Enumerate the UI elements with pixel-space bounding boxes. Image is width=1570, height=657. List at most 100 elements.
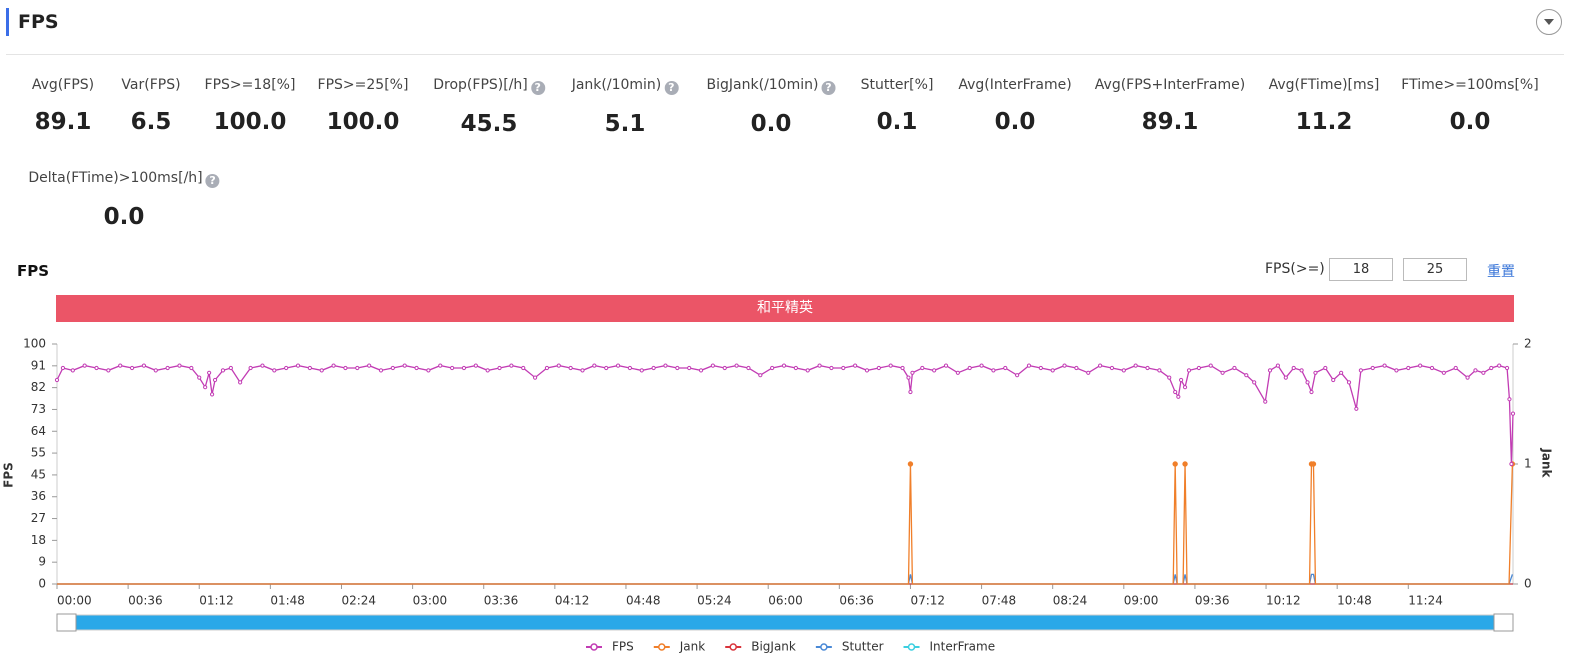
point <box>1465 375 1470 380</box>
chart-title: FPS <box>17 262 50 280</box>
x-tick-label: 06:36 <box>839 594 874 608</box>
point <box>106 368 111 373</box>
point <box>343 365 348 371</box>
point <box>639 368 644 373</box>
point <box>141 363 147 368</box>
reset-link[interactable]: 重置 <box>1487 264 1515 280</box>
series-line <box>56 364 1514 465</box>
point <box>900 365 905 371</box>
y2-tick-label: 0 <box>1524 577 1532 591</box>
point <box>876 365 881 371</box>
threshold-input[interactable]: 18 <box>1329 258 1393 281</box>
point <box>153 368 158 373</box>
point <box>627 365 633 371</box>
metric-label-text: Avg(FPS+InterFrame) <box>1094 77 1246 93</box>
point <box>473 363 478 368</box>
point <box>651 365 656 371</box>
series-line <box>57 573 1514 585</box>
y2-tick-label: 2 <box>1524 337 1532 351</box>
point <box>979 363 984 368</box>
point <box>1109 365 1115 371</box>
point <box>722 365 727 371</box>
y2-axis-label: Jank <box>1540 447 1554 478</box>
x-tick-label: 04:48 <box>626 594 661 608</box>
point <box>1313 370 1318 375</box>
x-tick-label: 08:24 <box>1053 594 1088 608</box>
point <box>60 365 66 371</box>
point <box>248 365 253 371</box>
metric-value: 0.1 <box>876 109 918 135</box>
point <box>1331 377 1336 383</box>
help-icon[interactable]: ? <box>664 81 679 95</box>
metric-label-text: FPS>=25[%] <box>317 77 409 93</box>
y-tick-label: 18 <box>31 533 46 547</box>
metric-label-text: Jank(/10min) <box>571 77 662 93</box>
metric-value: 11.2 <box>1295 109 1353 135</box>
x-tick-label: 09:00 <box>1124 594 1159 608</box>
point <box>203 385 208 390</box>
metric: Avg(FTime)[ms] 11.2 <box>1269 77 1380 135</box>
x-tick-label: 02:24 <box>341 594 376 608</box>
legend-label: BigJank <box>751 640 796 654</box>
point <box>615 363 621 368</box>
metric-label-text: FTime>=100ms[%] <box>1401 77 1539 93</box>
point <box>829 365 834 371</box>
metric-value: 100.0 <box>213 109 287 135</box>
metric: Var(FPS) 6.5 <box>121 77 180 135</box>
point <box>1050 368 1055 373</box>
point <box>568 365 573 371</box>
x-tick-label: 03:00 <box>413 594 448 608</box>
metric-label: Avg(FPS) <box>32 77 94 93</box>
point <box>1309 389 1314 395</box>
zoom-handle[interactable] <box>56 613 77 632</box>
point <box>165 365 170 371</box>
point <box>378 368 384 373</box>
point <box>118 363 123 368</box>
x-tick-label: 07:48 <box>982 594 1017 608</box>
point <box>54 377 60 383</box>
point <box>734 363 739 368</box>
point <box>1173 389 1178 395</box>
point <box>1354 406 1359 411</box>
point <box>532 375 538 380</box>
point <box>1244 373 1249 378</box>
metric: FTime>=100ms[%] 0.0 <box>1401 77 1538 135</box>
x-tick-label: 10:12 <box>1266 594 1301 608</box>
scene-band: 和平精英 <box>56 295 1514 322</box>
metric-value: 0.0 <box>1449 109 1491 135</box>
x-tick-label: 00:00 <box>57 594 92 608</box>
point <box>307 365 312 371</box>
zoom-slider[interactable] <box>66 615 1503 630</box>
point <box>907 461 914 467</box>
help-icon[interactable]: ? <box>530 81 545 95</box>
metric-label: FTime>=100ms[%] <box>1401 77 1538 93</box>
point <box>710 363 715 368</box>
point <box>367 363 372 368</box>
metric-value: 89.1 <box>1141 109 1199 135</box>
point <box>1220 370 1225 375</box>
zoom-handle[interactable] <box>1493 613 1514 632</box>
metric-value: 0.0 <box>994 109 1036 135</box>
x-tick-label: 01:12 <box>199 594 234 608</box>
point <box>1453 365 1458 371</box>
point <box>497 365 502 371</box>
metric-label-text: Var(FPS) <box>121 77 181 93</box>
x-tick-label: 04:12 <box>555 594 590 608</box>
threshold-input[interactable]: 25 <box>1403 258 1467 281</box>
point <box>1507 397 1512 402</box>
point <box>197 375 202 380</box>
metric-label: BigJank(/10min)? <box>707 77 836 95</box>
help-icon[interactable]: ? <box>821 81 836 95</box>
point <box>1283 375 1288 380</box>
point <box>319 368 324 373</box>
help-icon[interactable]: ? <box>205 174 220 188</box>
x-tick-label: 06:00 <box>768 594 803 608</box>
metric-label-text: Avg(InterFrame) <box>958 77 1072 93</box>
collapse-button[interactable] <box>1536 9 1562 35</box>
point <box>1003 365 1008 371</box>
point <box>604 365 609 371</box>
point <box>331 363 336 368</box>
point <box>920 365 925 371</box>
point <box>1015 373 1020 378</box>
